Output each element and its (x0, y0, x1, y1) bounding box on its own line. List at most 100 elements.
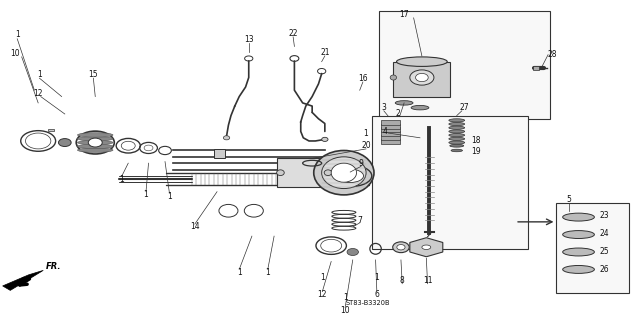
Text: 10: 10 (11, 49, 20, 58)
Text: 22: 22 (289, 28, 298, 38)
Text: 7: 7 (357, 216, 362, 225)
Ellipse shape (78, 148, 113, 152)
Ellipse shape (329, 165, 372, 187)
Bar (322, 171, 338, 187)
Ellipse shape (78, 133, 113, 137)
Bar (48, 129, 54, 132)
Text: 17: 17 (399, 10, 409, 19)
Text: 25: 25 (599, 247, 609, 257)
Ellipse shape (562, 248, 594, 256)
Text: 24: 24 (599, 229, 609, 238)
Ellipse shape (449, 133, 464, 137)
Text: 1: 1 (266, 268, 270, 277)
Bar (381, 127, 399, 132)
Bar (533, 66, 538, 70)
Ellipse shape (392, 242, 409, 252)
Ellipse shape (396, 57, 447, 67)
Text: FR.: FR. (46, 262, 61, 271)
Bar (381, 120, 399, 125)
Ellipse shape (449, 141, 464, 144)
Bar (381, 131, 399, 136)
Ellipse shape (276, 170, 284, 176)
Text: 26: 26 (599, 265, 609, 274)
Ellipse shape (449, 123, 464, 126)
Text: 4: 4 (383, 127, 387, 136)
Ellipse shape (562, 231, 594, 238)
Text: 15: 15 (89, 70, 98, 79)
Text: 1: 1 (167, 192, 172, 201)
Text: 2: 2 (396, 108, 400, 117)
Ellipse shape (347, 249, 359, 255)
Ellipse shape (337, 169, 364, 182)
Text: 9: 9 (359, 159, 364, 168)
Text: 1: 1 (343, 292, 348, 301)
Text: 14: 14 (190, 222, 199, 231)
Text: 6: 6 (375, 290, 379, 299)
Ellipse shape (322, 157, 366, 188)
Bar (373, 116, 528, 249)
Bar (381, 139, 399, 144)
Text: 1: 1 (364, 130, 368, 139)
Polygon shape (410, 238, 443, 257)
Ellipse shape (449, 130, 464, 133)
Bar (214, 149, 225, 158)
Ellipse shape (78, 137, 113, 141)
Text: 28: 28 (547, 50, 557, 59)
Polygon shape (3, 270, 43, 290)
Ellipse shape (410, 70, 434, 85)
Text: 1: 1 (37, 70, 42, 79)
Ellipse shape (78, 144, 113, 148)
Text: 10: 10 (340, 306, 350, 315)
Text: 27: 27 (459, 103, 469, 112)
Bar (379, 11, 550, 119)
Text: 3: 3 (382, 103, 386, 112)
Ellipse shape (451, 149, 462, 152)
Ellipse shape (397, 244, 405, 250)
Text: 11: 11 (423, 276, 433, 285)
Ellipse shape (314, 150, 374, 195)
Text: 18: 18 (471, 136, 480, 146)
Text: 1: 1 (320, 273, 325, 282)
Ellipse shape (144, 145, 153, 151)
Ellipse shape (449, 126, 464, 129)
Ellipse shape (59, 139, 71, 147)
Ellipse shape (450, 144, 464, 147)
Ellipse shape (422, 245, 431, 250)
Ellipse shape (78, 140, 113, 145)
Text: 20: 20 (361, 141, 371, 150)
Text: 12: 12 (318, 290, 327, 299)
Ellipse shape (324, 170, 332, 176)
Bar (393, 62, 450, 97)
Text: 5: 5 (566, 195, 571, 204)
Text: 8: 8 (400, 276, 404, 285)
Text: 12: 12 (33, 89, 43, 98)
Ellipse shape (390, 75, 396, 80)
Ellipse shape (562, 213, 594, 221)
Ellipse shape (89, 138, 102, 147)
Bar (556, 203, 629, 293)
Ellipse shape (121, 141, 135, 150)
Ellipse shape (224, 136, 230, 140)
Ellipse shape (449, 137, 464, 140)
Ellipse shape (322, 137, 328, 141)
Ellipse shape (331, 163, 357, 182)
Ellipse shape (411, 105, 429, 110)
Bar (381, 124, 399, 129)
Text: 1: 1 (237, 268, 241, 277)
Text: 1: 1 (143, 190, 148, 199)
Bar (381, 135, 399, 140)
Text: 23: 23 (599, 211, 609, 220)
Text: 1: 1 (15, 30, 20, 39)
Text: 21: 21 (320, 48, 329, 57)
Text: 1: 1 (375, 273, 379, 282)
Bar (277, 158, 334, 187)
Ellipse shape (415, 73, 428, 82)
Text: 19: 19 (471, 147, 480, 156)
Text: 1: 1 (120, 174, 124, 184)
Text: 16: 16 (358, 74, 368, 83)
Ellipse shape (562, 266, 594, 273)
Ellipse shape (395, 101, 413, 105)
Text: 13: 13 (244, 35, 254, 44)
Ellipse shape (449, 119, 464, 122)
Text: ST83-B3320B: ST83-B3320B (346, 300, 390, 306)
